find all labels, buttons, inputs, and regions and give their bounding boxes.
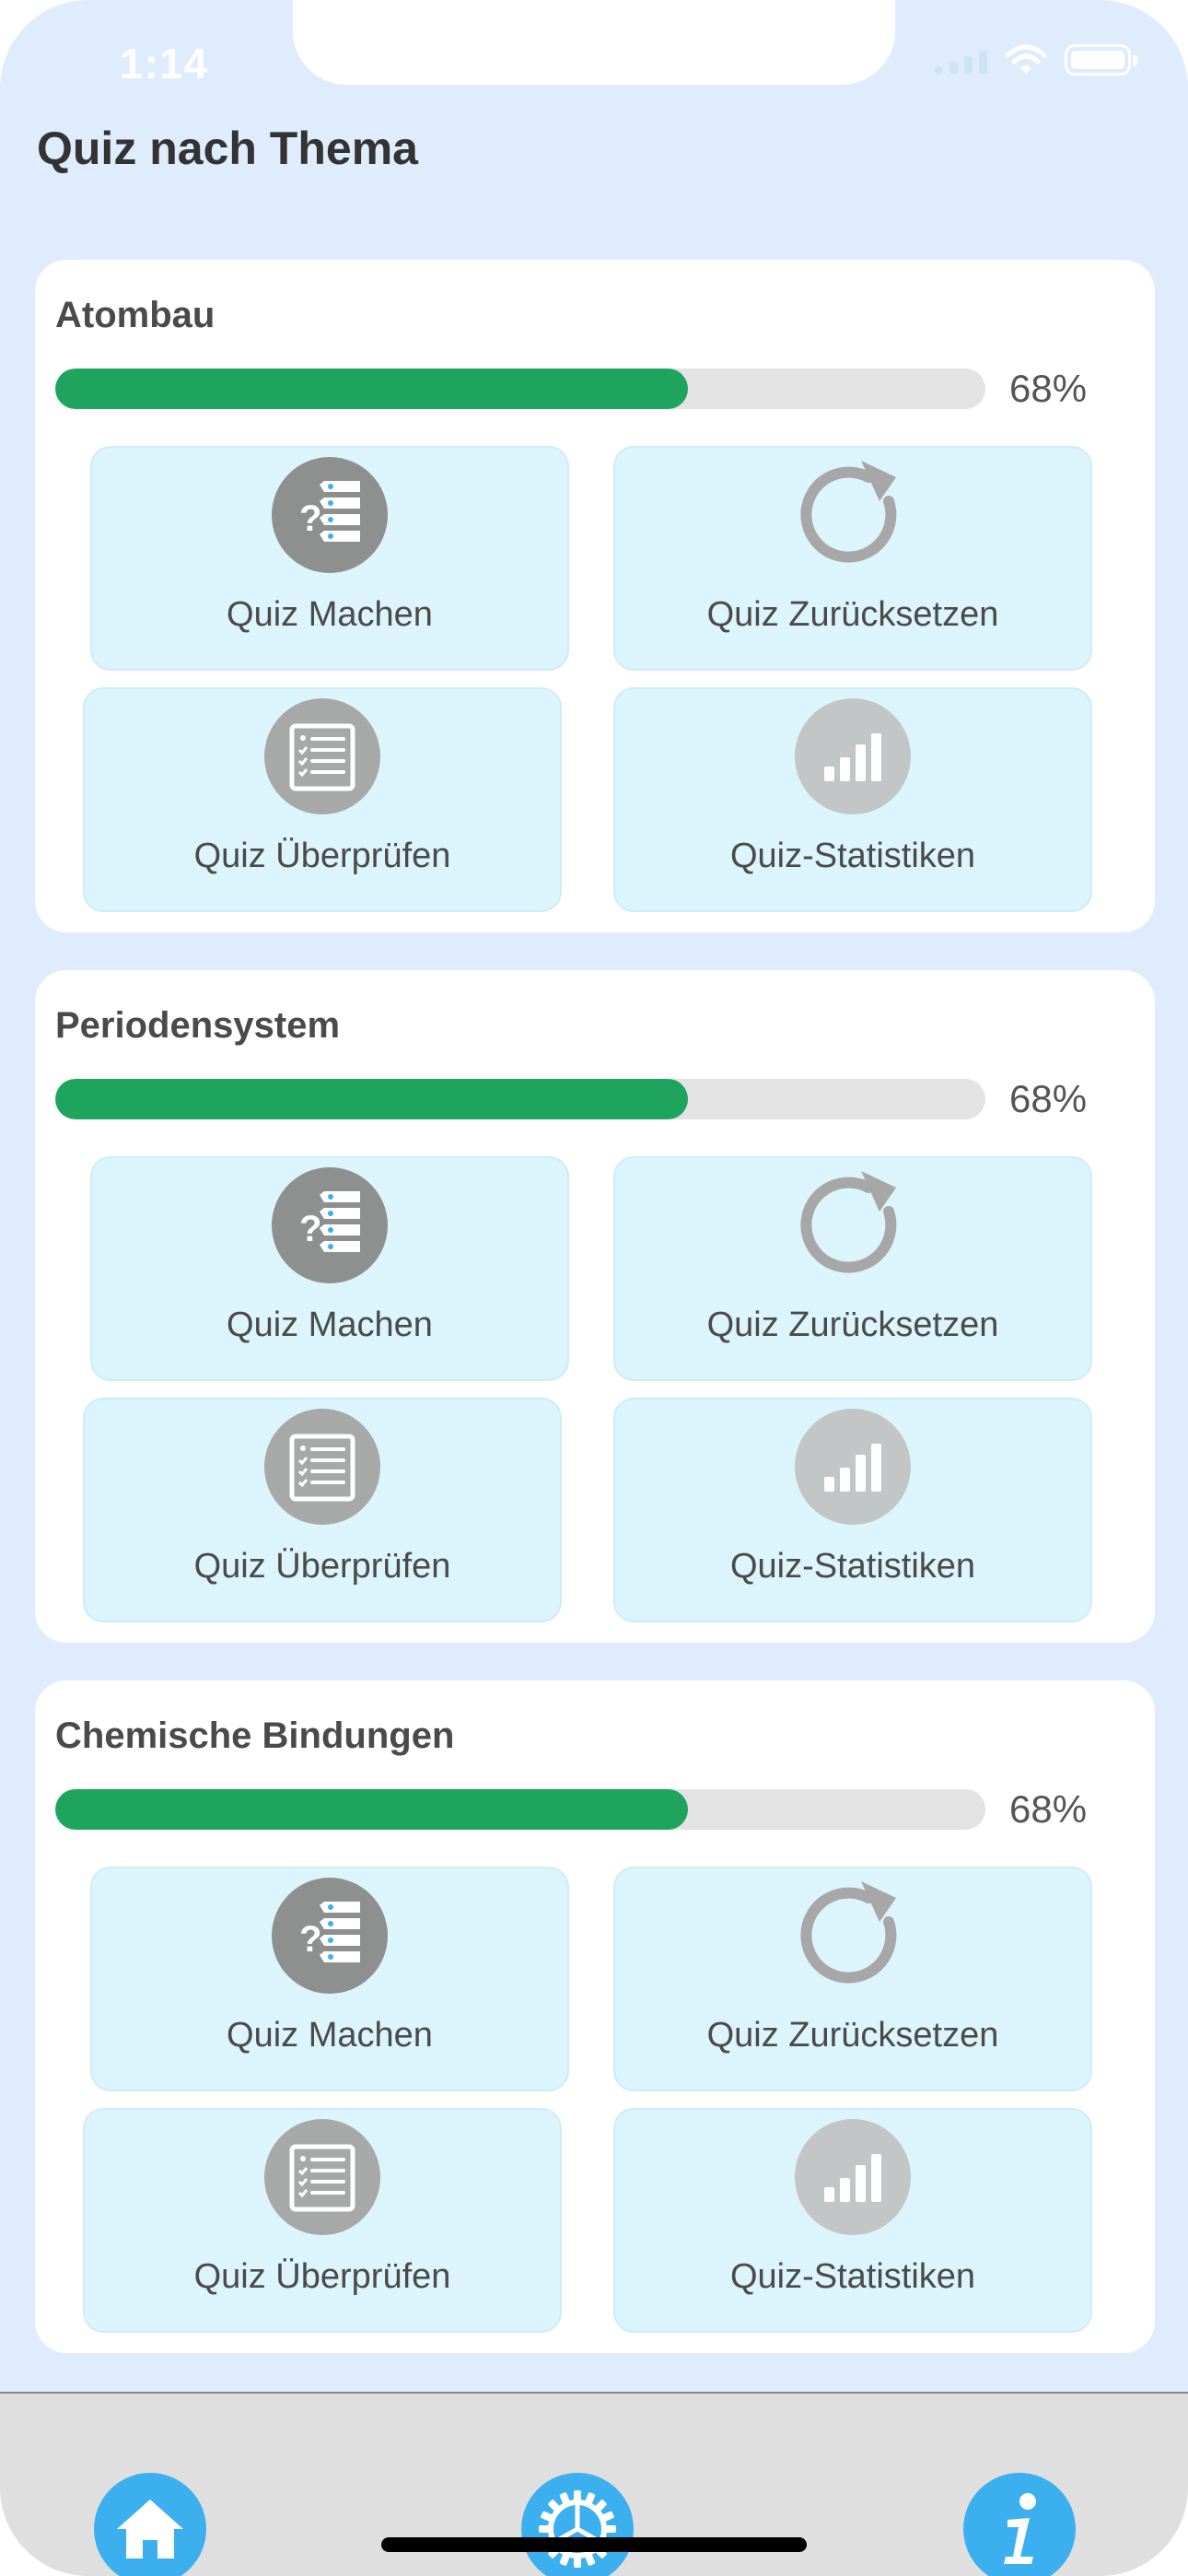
progress-bar (55, 1079, 985, 1119)
reset-quiz-button[interactable]: Quiz Zurücksetzen (613, 446, 1092, 671)
topic-card: Periodensystem 68%? Quiz Machen Quiz Zurück… (35, 970, 1155, 1643)
page-title: Quiz nach Thema (37, 123, 418, 174)
review-quiz-label: Quiz Überprüfen (193, 1547, 451, 1586)
statistics-icon (795, 698, 911, 814)
quiz-statistics-label: Quiz-Statistiken (729, 837, 976, 875)
review-quiz-label: Quiz Überprüfen (193, 2257, 451, 2296)
topic-title: Atombau (55, 295, 215, 335)
take-quiz-label: Quiz Machen (227, 2016, 433, 2055)
tab-home[interactable] (94, 2473, 206, 2576)
quiz-list-icon: ? (272, 1167, 388, 1283)
info-icon (1004, 2493, 1036, 2564)
reset-quiz-label: Quiz Zurücksetzen (706, 2016, 999, 2055)
quiz-list-icon: ? (272, 457, 388, 573)
topic-card: Chemische Bindungen 68%? Quiz Machen Quiz Z… (35, 1680, 1155, 2353)
tab-settings[interactable] (521, 2473, 634, 2576)
progress-fill (55, 369, 688, 409)
progress-percent: 68% (1009, 1787, 1088, 1831)
home-icon (117, 2500, 183, 2558)
checklist-icon (264, 698, 380, 814)
svg-text:?: ? (299, 498, 321, 539)
quiz-statistics-button[interactable]: Quiz-Statistiken (613, 2108, 1092, 2333)
progress-fill (55, 1079, 688, 1119)
svg-text:?: ? (299, 1209, 321, 1249)
quiz-statistics-label: Quiz-Statistiken (729, 1547, 976, 1586)
take-quiz-label: Quiz Machen (227, 595, 433, 634)
reset-icon (800, 1171, 897, 1273)
reset-icon (800, 1881, 897, 1984)
review-quiz-button[interactable]: Quiz Überprüfen (83, 687, 562, 912)
progress-bar (55, 369, 985, 409)
cellular-signal-icon (935, 46, 987, 74)
take-quiz-button[interactable]: ? Quiz Machen (90, 446, 569, 671)
quiz-statistics-button[interactable]: Quiz-Statistiken (613, 687, 1092, 912)
settings-wheel-icon (539, 2490, 616, 2568)
progress-fill (55, 1789, 688, 1830)
home-indicator (381, 2537, 807, 2552)
statistics-icon (795, 2119, 911, 2235)
checklist-icon (264, 2119, 380, 2235)
review-quiz-button[interactable]: Quiz Überprüfen (83, 2108, 562, 2333)
battery-icon (1065, 44, 1137, 76)
svg-text:?: ? (299, 1919, 321, 1960)
quiz-statistics-label: Quiz-Statistiken (729, 2257, 976, 2296)
progress-percent: 68% (1009, 367, 1088, 410)
reset-quiz-button[interactable]: Quiz Zurücksetzen (613, 1867, 1092, 2091)
quiz-list-icon: ? (272, 1878, 388, 1994)
quiz-statistics-button[interactable]: Quiz-Statistiken (613, 1398, 1092, 1622)
notch (293, 0, 895, 85)
statistics-icon (795, 1409, 911, 1525)
reset-quiz-label: Quiz Zurücksetzen (706, 1306, 999, 1344)
topic-title: Periodensystem (55, 1005, 341, 1046)
progress-percent: 68% (1009, 1077, 1088, 1120)
take-quiz-button[interactable]: ? Quiz Machen (90, 1867, 569, 2091)
take-quiz-label: Quiz Machen (227, 1306, 433, 1344)
review-quiz-label: Quiz Überprüfen (193, 837, 451, 875)
tab-info[interactable] (963, 2473, 1076, 2576)
checklist-icon (264, 1409, 380, 1525)
topic-title: Chemische Bindungen (55, 1715, 455, 1756)
reset-icon (800, 461, 897, 563)
review-quiz-button[interactable]: Quiz Überprüfen (83, 1398, 562, 1622)
progress-bar (55, 1789, 985, 1830)
take-quiz-button[interactable]: ? Quiz Machen (90, 1156, 569, 1381)
reset-quiz-label: Quiz Zurücksetzen (706, 595, 999, 634)
topic-card: Atombau 68%? Quiz Machen Quiz Zurücksetzen Q… (35, 260, 1155, 932)
status-time: 1:14 (120, 40, 209, 88)
wifi-icon (1006, 44, 1046, 74)
reset-quiz-button[interactable]: Quiz Zurücksetzen (613, 1156, 1092, 1381)
status-icons (935, 44, 1137, 76)
